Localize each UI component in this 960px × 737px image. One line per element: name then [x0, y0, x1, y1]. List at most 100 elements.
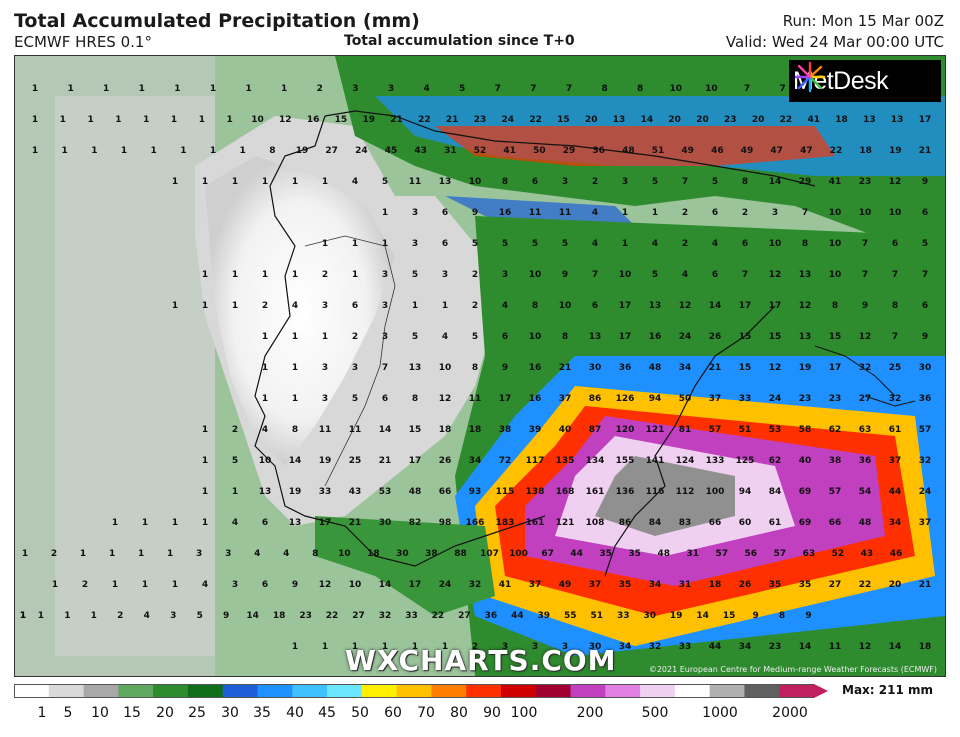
grid-value: 2	[261, 301, 269, 311]
grid-value: 30	[918, 363, 932, 373]
grid-value: 138	[525, 487, 545, 497]
grid-value: 82	[408, 518, 422, 528]
grid-value: 1	[150, 146, 157, 156]
grid-value: 10	[438, 363, 452, 373]
grid-value: 38	[425, 549, 438, 559]
grid-value: 2	[316, 84, 323, 94]
grid-value: 56	[744, 549, 758, 559]
grid-value: 94	[738, 487, 752, 497]
grid-value: 4	[681, 270, 689, 280]
grid-value: 18	[918, 642, 932, 652]
grid-value: 26	[708, 332, 722, 342]
grid-value: 35	[628, 549, 641, 559]
grid-value: 6	[921, 208, 929, 218]
grid-value: 100	[705, 487, 725, 497]
grid-value: 126	[615, 394, 635, 404]
grid-value: 1	[31, 84, 39, 94]
grid-value: 1	[19, 611, 27, 621]
grid-value: 36	[618, 363, 632, 373]
grid-value: 14	[708, 301, 722, 311]
grid-value: 18	[859, 146, 872, 156]
grid-value: 32	[918, 456, 932, 466]
grid-value: 13	[438, 177, 452, 187]
grid-value: 12	[768, 270, 782, 280]
grid-value: 7	[381, 363, 389, 373]
grid-value: 22	[829, 146, 843, 156]
grid-value: 62	[768, 456, 782, 466]
grid-value: 1	[171, 177, 179, 187]
grid-value: 1	[291, 363, 299, 373]
grid-value: 35	[599, 549, 612, 559]
grid-value: 13	[890, 115, 904, 125]
grid-value: 9	[291, 580, 299, 590]
grid-value: 10	[338, 549, 351, 559]
grid-value: 5	[921, 239, 929, 249]
max-value-label: Max: 211 mm	[842, 683, 933, 697]
grid-value: 22	[529, 115, 542, 125]
grid-value: 13	[648, 301, 662, 311]
grid-value: 30	[588, 642, 602, 652]
grid-value: 3	[225, 549, 232, 559]
legend-color-bar	[14, 684, 828, 698]
grid-value: 11	[408, 177, 422, 187]
grid-value: 1	[261, 394, 269, 404]
grid-value: 21	[558, 363, 572, 373]
grid-value: 17	[918, 115, 932, 125]
grid-value: 4	[231, 518, 239, 528]
grid-value: 22	[858, 580, 872, 590]
grid-value: 14	[798, 642, 812, 652]
grid-value: 36	[592, 146, 605, 156]
grid-value: 1	[201, 301, 209, 311]
grid-value: 19	[669, 611, 683, 621]
legend-swatch	[466, 684, 502, 698]
grid-value: 12	[798, 301, 812, 311]
grid-value: 6	[591, 301, 599, 311]
grid-value: 2	[591, 177, 599, 187]
grid-value: 94	[648, 394, 662, 404]
grid-value: 6	[261, 518, 269, 528]
legend-swatch	[709, 684, 745, 698]
grid-value: 19	[318, 456, 332, 466]
grid-value: 30	[643, 611, 656, 621]
grid-value: 8	[778, 611, 786, 621]
grid-value: 38	[498, 425, 512, 435]
grid-value: 10	[528, 332, 542, 342]
grid-value: 7	[891, 332, 899, 342]
grid-value: 18	[835, 115, 848, 125]
grid-value: 17	[498, 394, 512, 404]
grid-value: 4	[423, 84, 430, 94]
grid-value: 5	[459, 84, 466, 94]
grid-value: 10	[768, 239, 782, 249]
grid-value: 48	[622, 146, 635, 156]
grid-value: 5	[471, 332, 479, 342]
grid-value: 86	[588, 394, 602, 404]
grid-value: 1	[291, 642, 299, 652]
grid-value: 1	[441, 301, 449, 311]
grid-value: 8	[269, 146, 276, 156]
legend-tick-label: 1000	[702, 705, 738, 721]
chart-header: Total Accumulated Precipitation (mm) ECM…	[0, 0, 960, 54]
grid-value: 12	[678, 301, 692, 311]
grid-value: 13	[863, 115, 876, 125]
grid-value: 14	[378, 580, 392, 590]
grid-value: 17	[408, 456, 422, 466]
grid-value: 11	[558, 208, 572, 218]
grid-value: 23	[724, 115, 737, 125]
precipitation-values: 1111111123345777881010771011131311111111…	[15, 56, 945, 676]
grid-value: 14	[378, 425, 392, 435]
run-label: Run: Mon 15 Mar 00Z	[782, 12, 944, 30]
grid-value: 15	[334, 115, 348, 125]
grid-value: 22	[325, 611, 339, 621]
legend-tick-label: 500	[641, 705, 669, 721]
valid-label: Valid: Wed 24 Mar 00:00 UTC	[725, 33, 944, 51]
grid-value: 36	[858, 456, 872, 466]
legend-tick-label: 20	[156, 705, 174, 721]
grid-value: 9	[752, 611, 759, 621]
grid-value: 51	[590, 611, 604, 621]
grid-value: 21	[918, 580, 932, 590]
grid-value: 1	[103, 84, 110, 94]
grid-value: 3	[196, 549, 203, 559]
grid-value: 3	[351, 363, 359, 373]
grid-value: 4	[283, 549, 290, 559]
grid-value: 21	[348, 518, 362, 528]
